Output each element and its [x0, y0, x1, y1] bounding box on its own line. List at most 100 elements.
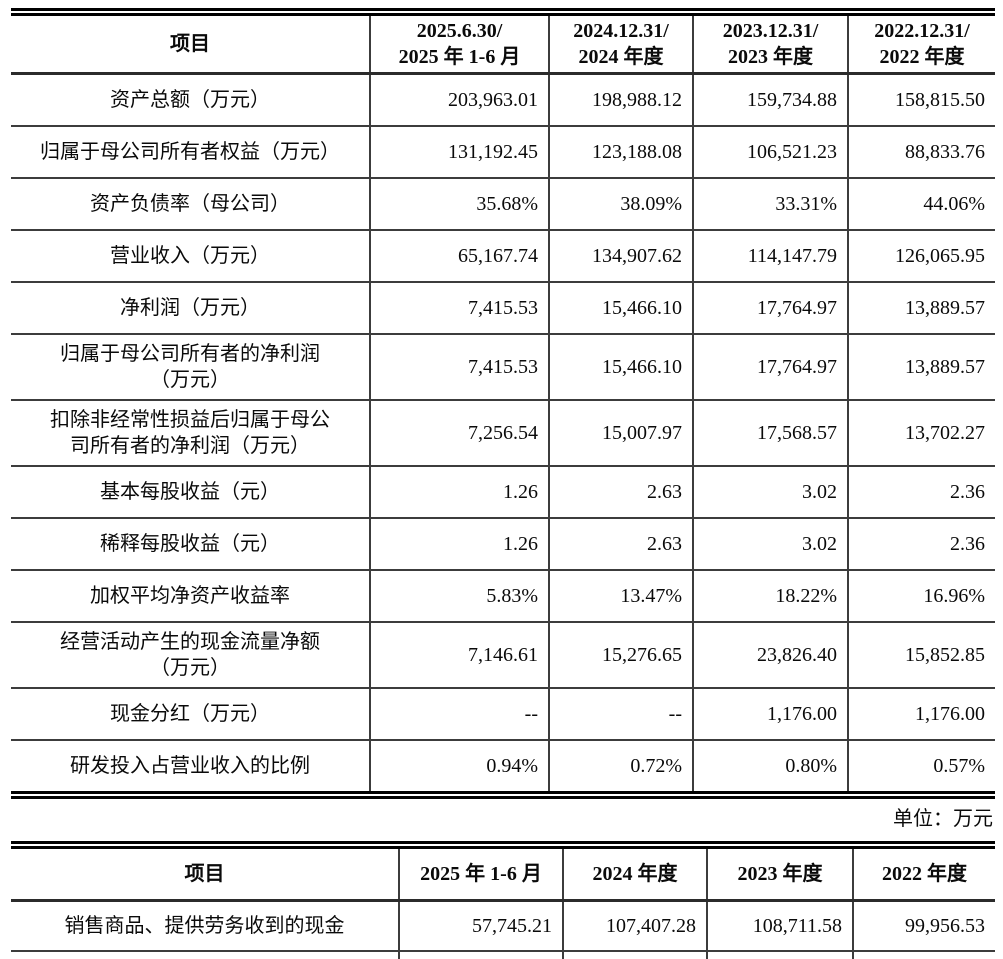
value-cell: 2.63 — [548, 465, 693, 518]
value-cell: 0.72% — [548, 739, 693, 795]
value-cell: 7,256.54 — [369, 399, 549, 466]
table-row: 加权平均净资产收益率 5.83% 13.47% 18.22% 16.96% — [11, 569, 995, 622]
value-cell: 131,192.45 — [369, 125, 549, 178]
value-cell: 3.02 — [692, 465, 848, 518]
header-period-2025: 2025 年 1-6 月 — [398, 845, 563, 902]
value-cell: 0.80% — [692, 739, 848, 795]
table-row: 扣除非经常性损益后归属于母公 司所有者的净利润（万元） 7,256.54 15,… — [11, 399, 995, 466]
row-label: 归属于母公司所有者权益（万元） — [11, 125, 370, 178]
cash-flow-table-wrap: 项目 2025 年 1-6 月 2024 年度 2023 年度 2022 年度 … — [11, 841, 995, 959]
value-cell: 5.83% — [369, 569, 549, 622]
value-cell: 23,826.40 — [692, 621, 848, 688]
row-label: 销售商品、提供劳务收到的现金 — [64, 915, 345, 937]
table-row: 资产负债率（母公司） 35.68% 38.09% 33.31% 44.06% — [11, 177, 995, 230]
value-cell: 107,407.28 — [562, 900, 707, 951]
value-cell: 16.96% — [847, 569, 995, 622]
row-label: 营业收入（万元） — [11, 229, 370, 282]
table-row: 基本每股收益（元） 1.26 2.63 3.02 2.36 — [11, 465, 995, 518]
header-row: 项目 2025.6.30/ 2025 年 1-6 月 2024.12.31/ 2… — [11, 12, 995, 75]
value-cell: 13,889.57 — [847, 333, 995, 400]
value-cell: 1.26 — [369, 465, 549, 518]
value-cell: 2.63 — [548, 517, 693, 570]
value-cell: 1,176.00 — [847, 687, 995, 740]
value-cell: 17,764.97 — [692, 333, 848, 400]
clipped-row — [11, 950, 995, 959]
value-cell: 15,466.10 — [548, 333, 693, 400]
cash-flow-table: 项目 2025 年 1-6 月 2024 年度 2023 年度 2022 年度 … — [11, 841, 995, 959]
value-cell: 17,568.57 — [692, 399, 848, 466]
value-cell: 33.31% — [692, 177, 848, 230]
header-period-2024: 2024.12.31/ 2024 年度 — [548, 12, 693, 75]
value-cell: 13,702.27 — [847, 399, 995, 466]
header-period-2023: 2023.12.31/ 2023 年度 — [692, 12, 848, 75]
value-cell: 0.94% — [369, 739, 549, 795]
header-item: 项目 — [11, 845, 399, 902]
value-cell: 134,907.62 — [548, 229, 693, 282]
table-row: 销售商品、提供劳务收到的现金 57,745.21 107,407.28 108,… — [11, 900, 995, 951]
header-period-2025: 2025.6.30/ 2025 年 1-6 月 — [369, 12, 549, 75]
table-row: 稀释每股收益（元） 1.26 2.63 3.02 2.36 — [11, 517, 995, 570]
value-cell: 7,146.61 — [369, 621, 549, 688]
value-cell: 3.02 — [692, 517, 848, 570]
table-row: 资产总额（万元） 203,963.01 198,988.12 159,734.8… — [11, 73, 995, 126]
row-label: 加权平均净资产收益率 — [11, 569, 370, 622]
value-cell: 88,833.76 — [847, 125, 995, 178]
value-cell: 159,734.88 — [692, 73, 848, 126]
value-cell: 44.06% — [847, 177, 995, 230]
value-cell: 7,415.53 — [369, 333, 549, 400]
value-cell: 2.36 — [847, 517, 995, 570]
value-cell: 57,745.21 — [398, 900, 563, 951]
value-cell: 38.09% — [548, 177, 693, 230]
value-cell: 18.22% — [692, 569, 848, 622]
value-cell: 123,188.08 — [548, 125, 693, 178]
value-cell: 99,956.53 — [852, 900, 995, 951]
value-cell: 106,521.23 — [692, 125, 848, 178]
value-cell: 13,889.57 — [847, 281, 995, 334]
value-cell: 15,007.97 — [548, 399, 693, 466]
row-label: 净利润（万元） — [11, 281, 370, 334]
value-cell: 65,167.74 — [369, 229, 549, 282]
table-row: 净利润（万元） 7,415.53 15,466.10 17,764.97 13,… — [11, 281, 995, 334]
value-cell: 1,176.00 — [692, 687, 848, 740]
table-row: 归属于母公司所有者权益（万元） 131,192.45 123,188.08 10… — [11, 125, 995, 178]
value-cell: 13.47% — [548, 569, 693, 622]
financial-summary-table-wrap: 项目 2025.6.30/ 2025 年 1-6 月 2024.12.31/ 2… — [11, 8, 995, 799]
value-cell: 2.36 — [847, 465, 995, 518]
table-row: 现金分红（万元） -- -- 1,176.00 1,176.00 — [11, 687, 995, 740]
value-cell: 17,764.97 — [692, 281, 848, 334]
financial-summary-table: 项目 2025.6.30/ 2025 年 1-6 月 2024.12.31/ 2… — [11, 8, 995, 799]
value-cell: 1.26 — [369, 517, 549, 570]
value-cell: 203,963.01 — [369, 73, 549, 126]
row-label: 基本每股收益（元） — [11, 465, 370, 518]
header-period-2023: 2023 年度 — [706, 845, 853, 902]
header-period-2022: 2022 年度 — [852, 845, 995, 902]
value-cell: 35.68% — [369, 177, 549, 230]
value-cell: 126,065.95 — [847, 229, 995, 282]
row-label: 研发投入占营业收入的比例 — [11, 739, 370, 795]
header-period-2022: 2022.12.31/ 2022 年度 — [847, 12, 995, 75]
row-label: 归属于母公司所有者的净利润 （万元） — [11, 333, 370, 400]
table-row: 研发投入占营业收入的比例 0.94% 0.72% 0.80% 0.57% — [11, 739, 995, 795]
value-cell: 15,466.10 — [548, 281, 693, 334]
value-cell: 15,276.65 — [548, 621, 693, 688]
table-row: 经营活动产生的现金流量净额 （万元） 7,146.61 15,276.65 23… — [11, 621, 995, 688]
table-row: 营业收入（万元） 65,167.74 134,907.62 114,147.79… — [11, 229, 995, 282]
table-row: 归属于母公司所有者的净利润 （万元） 7,415.53 15,466.10 17… — [11, 333, 995, 400]
row-label: 资产负债率（母公司） — [11, 177, 370, 230]
value-cell: 15,852.85 — [847, 621, 995, 688]
row-label: 资产总额（万元） — [110, 89, 270, 111]
value-cell: 7,415.53 — [369, 281, 549, 334]
row-label: 现金分红（万元） — [11, 687, 370, 740]
unit-label: 单位：万元 — [893, 808, 993, 830]
row-label: 经营活动产生的现金流量净额 （万元） — [11, 621, 370, 688]
header-row: 项目 2025 年 1-6 月 2024 年度 2023 年度 2022 年度 — [11, 845, 995, 902]
header-period-2024: 2024 年度 — [562, 845, 707, 902]
value-cell: 158,815.50 — [847, 73, 995, 126]
value-cell: -- — [548, 687, 693, 740]
value-cell: 198,988.12 — [548, 73, 693, 126]
row-label: 稀释每股收益（元） — [11, 517, 370, 570]
value-cell: 114,147.79 — [692, 229, 848, 282]
header-item: 项目 — [11, 12, 370, 75]
value-cell: -- — [369, 687, 549, 740]
